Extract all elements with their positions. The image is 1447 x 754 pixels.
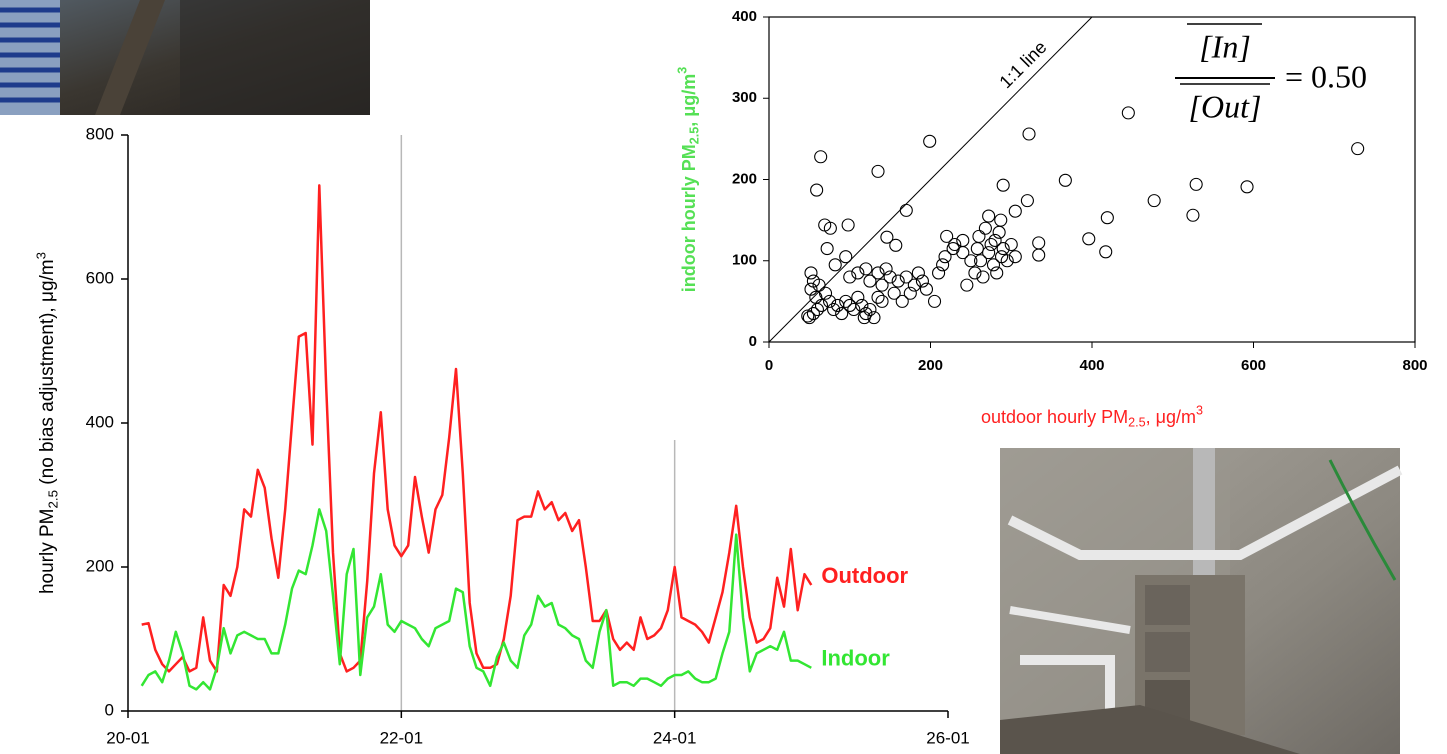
x-tick-label: 24-01	[653, 728, 696, 747]
y-axis-title-part: indoor hourly PM	[679, 144, 699, 292]
x-tick-label: 22-01	[380, 728, 423, 747]
legend-label: Outdoor	[821, 563, 908, 588]
x-tick-label: 20-01	[106, 728, 149, 747]
photo-top	[0, 0, 370, 115]
y-axis-title-part: 2.5	[688, 127, 702, 145]
x-tick-label: 800	[1402, 357, 1427, 374]
photo-boiler	[1000, 448, 1400, 754]
ratio-numerator: [In]	[1199, 28, 1251, 64]
ratio-denominator: [Out]	[1189, 88, 1262, 124]
x-axis-title-part: , μg/m	[1146, 407, 1196, 427]
x-axis-title: outdoor hourly PM2.5, μg/m3	[981, 404, 1203, 430]
y-axis-title-part: (no bias adjustment), μg/m	[37, 259, 58, 490]
y-tick-label: 400	[732, 8, 757, 25]
x-tick-label: 200	[918, 357, 943, 374]
ratio-value: = 0.50	[1285, 58, 1367, 94]
x-tick-label: 26-01	[926, 728, 969, 747]
y-tick-label: 200	[86, 556, 114, 575]
legend-label: Indoor	[821, 646, 890, 671]
y-tick-label: 800	[86, 124, 114, 143]
figure: 20-01 22-01 24-01 26-01 0 200 400 600 800 Outdoor…	[0, 0, 1447, 754]
y-axis-title-part: hourly PM	[37, 508, 58, 594]
y-tick-label: 0	[105, 700, 114, 719]
y-tick-label: 300	[732, 89, 757, 106]
y-axis-title-part: 3	[33, 252, 48, 259]
x-tick-label: 0	[765, 357, 773, 374]
y-axis-title: indoor hourly PM2.5, μg/m3	[676, 67, 702, 293]
x-tick-label: 400	[1079, 357, 1104, 374]
x-axis-title-part: outdoor hourly PM	[981, 407, 1128, 427]
y-tick-label: 400	[86, 412, 114, 431]
y-axis-title-part: 3	[676, 67, 690, 74]
y-axis-title: hourly PM2.5 (no bias adjustment), μg/m3	[33, 252, 60, 594]
y-tick-label: 100	[732, 252, 757, 269]
x-tick-label: 600	[1241, 357, 1266, 374]
y-tick-label: 600	[86, 268, 114, 287]
y-tick-label: 200	[732, 170, 757, 187]
y-tick-label: 0	[749, 333, 757, 350]
y-axis-title-part: , μg/m	[679, 74, 699, 127]
x-axis-title-part: 2.5	[1128, 416, 1146, 430]
y-axis-title-part: 2.5	[45, 490, 60, 509]
x-axis-title-part: 3	[1196, 404, 1203, 418]
